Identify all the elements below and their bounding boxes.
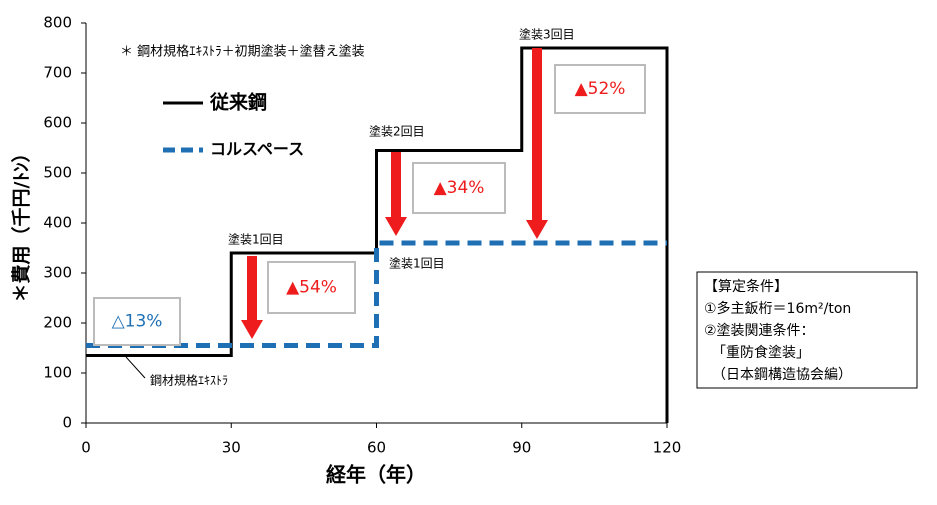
series-line xyxy=(86,240,667,348)
x-tick-label: 120 xyxy=(653,439,682,457)
y-tick-label: 700 xyxy=(43,64,72,82)
y-tick-label: 600 xyxy=(43,114,72,132)
conditions-box xyxy=(696,271,918,389)
y-tick-label: 0 xyxy=(62,414,72,432)
y-tick-label: 500 xyxy=(43,164,72,182)
x-tick-label: 0 xyxy=(81,439,91,457)
y-tick-label: 300 xyxy=(43,264,72,282)
y-axis-label: ＊費用（千円/ﾄﾝ） xyxy=(10,144,33,303)
y-tick-label: 100 xyxy=(43,364,72,382)
reduction-label: ▲54% xyxy=(286,278,337,298)
x-axis-label: 経年（年） xyxy=(326,463,426,487)
reduction-box xyxy=(93,297,181,346)
legend-label: コルスペース xyxy=(210,140,304,159)
reduction-arrow xyxy=(247,256,257,321)
series-line xyxy=(86,46,669,423)
x-tick-label: 30 xyxy=(222,439,241,457)
reduction-label: ▲52% xyxy=(575,79,626,99)
condition-text: ①多主鈑桁＝16m²/ton xyxy=(704,300,851,317)
annotation: 塗装1回目 xyxy=(389,256,445,271)
condition-text: 【算定条件】 xyxy=(704,278,788,295)
annotation: 塗装1回目 xyxy=(228,232,284,247)
y-tick-label: 800 xyxy=(43,14,72,32)
reduction-box xyxy=(554,64,646,114)
reduction-arrow-head xyxy=(241,320,263,339)
reduction-arrow-head xyxy=(385,217,407,236)
x-tick-label: 90 xyxy=(512,439,531,457)
y-tick-label: 400 xyxy=(43,214,72,232)
annotation: 鋼材規格ｴｷｽﾄﾗ xyxy=(150,373,228,388)
note: ＊ 鋼材規格ｴｷｽﾄﾗ＋初期塗装＋塗替え塗装 xyxy=(120,44,365,60)
x-tick-label: 60 xyxy=(367,439,386,457)
annotation: 塗装3回目 xyxy=(519,27,575,42)
legend-label: 従来鋼 xyxy=(209,91,267,114)
condition-text: 「重防食塗装」 xyxy=(712,344,810,361)
leader-line xyxy=(125,356,146,379)
reduction-box xyxy=(267,261,356,314)
y-tick-label: 200 xyxy=(43,314,72,332)
reduction-box xyxy=(412,162,506,214)
annotation: 塗装2回目 xyxy=(369,124,425,139)
condition-text: （日本鋼構造協会編） xyxy=(712,367,852,383)
reduction-label: △13% xyxy=(112,312,163,332)
condition-text: ②塗装関連条件： xyxy=(704,322,815,339)
reduction-arrow xyxy=(532,48,542,221)
reduction-label: ▲34% xyxy=(434,178,485,198)
reduction-arrow xyxy=(391,152,401,218)
reduction-arrow-head xyxy=(526,220,548,239)
